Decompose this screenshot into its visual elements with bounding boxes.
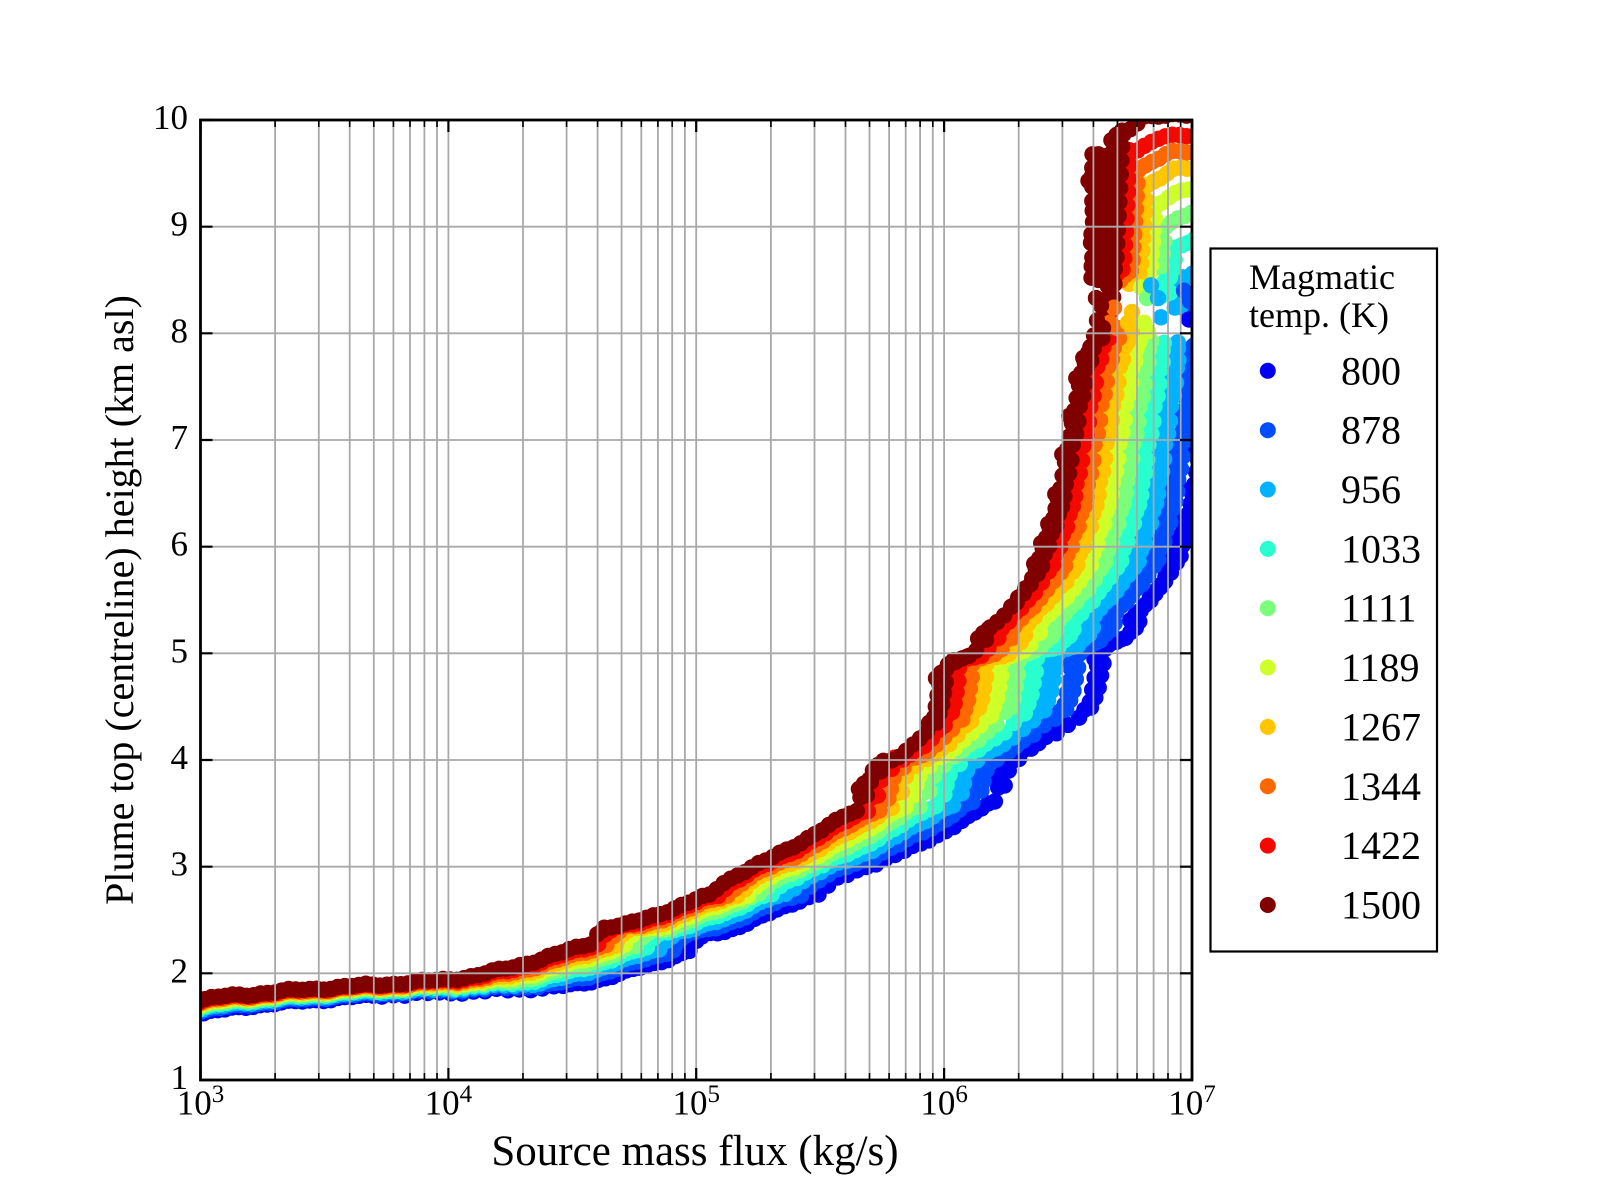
svg-text:800: 800 [1341,348,1401,393]
svg-text:956: 956 [1341,467,1401,512]
svg-text:1033: 1033 [1341,526,1421,571]
svg-text:3: 3 [171,845,189,884]
svg-text:1422: 1422 [1341,823,1421,868]
svg-text:1344: 1344 [1341,764,1421,809]
svg-text:104: 104 [425,1081,473,1123]
svg-text:Magmatic: Magmatic [1249,257,1395,297]
svg-text:8: 8 [171,311,189,350]
svg-text:10: 10 [153,98,188,137]
svg-text:7: 7 [171,418,189,457]
svg-text:temp. (K): temp. (K) [1249,295,1389,335]
svg-text:Plume top (centreline) height: Plume top (centreline) height (km asl) [97,295,142,905]
svg-text:2: 2 [171,951,189,990]
svg-text:5: 5 [171,631,189,670]
svg-text:1500: 1500 [1341,883,1421,928]
svg-text:4: 4 [171,738,189,777]
svg-text:1267: 1267 [1341,704,1421,749]
svg-text:1111: 1111 [1341,586,1417,631]
svg-text:9: 9 [171,205,189,244]
svg-text:1: 1 [171,1058,189,1097]
svg-text:1189: 1189 [1341,645,1420,690]
svg-text:Source mass flux (kg/s): Source mass flux (kg/s) [491,1128,898,1175]
svg-text:878: 878 [1341,408,1401,453]
svg-text:106: 106 [920,1081,968,1123]
svg-text:6: 6 [171,525,189,564]
